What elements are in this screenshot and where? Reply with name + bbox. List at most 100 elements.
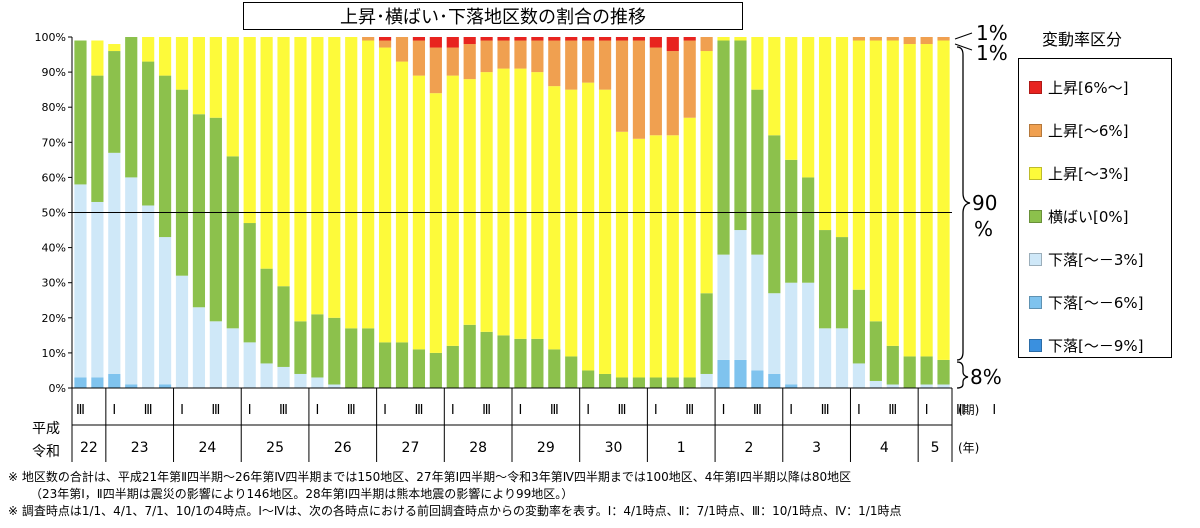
bar-segment bbox=[700, 293, 713, 374]
legend-label: 下落[〜－6%] bbox=[1048, 294, 1144, 312]
legend-label: 上昇[6%〜] bbox=[1048, 79, 1129, 97]
bar-segment bbox=[531, 40, 544, 73]
note-1: ※ 地区数の合計は、平成21年第Ⅱ四半期～26年第Ⅳ四半期までは150地区、27… bbox=[8, 470, 852, 484]
bracket-label-90-unit: % bbox=[974, 217, 993, 241]
bar-segment bbox=[260, 268, 273, 364]
bar-segment bbox=[294, 373, 307, 388]
bar-segment bbox=[158, 237, 172, 385]
bar-segment bbox=[412, 40, 426, 76]
quarter-label: Ⅰ bbox=[722, 403, 726, 418]
bar-segment bbox=[311, 377, 324, 388]
bar-segment bbox=[226, 37, 239, 157]
bar-segment bbox=[480, 37, 493, 41]
era-label-reiwa: 令和 bbox=[32, 444, 60, 460]
bar-segment bbox=[175, 37, 189, 90]
y-tick-label: 90% bbox=[42, 66, 66, 79]
bar-segment bbox=[717, 359, 730, 388]
legend-item: 下落[〜－6%] bbox=[1029, 292, 1144, 313]
bar-segment bbox=[785, 282, 798, 385]
bar-segment bbox=[835, 37, 849, 238]
bar-segment bbox=[362, 37, 375, 41]
bar-segment bbox=[768, 373, 781, 388]
bar-segment bbox=[869, 40, 882, 322]
quarter-label: Ⅰ bbox=[857, 403, 861, 418]
bar-segment bbox=[497, 37, 510, 41]
year-label: 23 bbox=[131, 440, 149, 456]
quarter-label: Ⅲ bbox=[144, 403, 153, 418]
quarter-label: Ⅰ bbox=[248, 403, 252, 418]
bar-segment bbox=[108, 44, 121, 52]
legend-label: 横ばい[0%] bbox=[1048, 208, 1129, 226]
quarter-label: Ⅰ bbox=[519, 403, 523, 418]
bar-segment bbox=[632, 377, 646, 388]
bar-segment bbox=[734, 230, 747, 360]
bar-segment bbox=[683, 40, 696, 118]
quarter-label: Ⅲ bbox=[550, 403, 559, 418]
bar-segment bbox=[514, 40, 527, 69]
bar-segment bbox=[886, 384, 899, 388]
bar-segment bbox=[886, 345, 899, 385]
bar-segment bbox=[937, 40, 950, 360]
bar-segment bbox=[548, 37, 561, 41]
bar-segment bbox=[903, 44, 916, 357]
bar-segment bbox=[615, 37, 629, 41]
bar-segment bbox=[429, 352, 442, 388]
bar-segment bbox=[598, 37, 612, 41]
legend-swatch bbox=[1029, 339, 1042, 352]
bar-segment bbox=[903, 356, 916, 388]
bar-segment bbox=[362, 328, 375, 388]
legend-item: 横ばい[0%] bbox=[1029, 206, 1129, 227]
legend-item: 上昇[〜6%] bbox=[1029, 120, 1129, 141]
year-label: 29 bbox=[537, 440, 555, 456]
bar-segment bbox=[74, 377, 87, 388]
quarter-label: Ⅲ bbox=[347, 403, 356, 418]
year-label: 3 bbox=[812, 440, 821, 456]
bar-segment bbox=[683, 37, 696, 41]
bar-segment bbox=[717, 254, 730, 360]
bar-segment bbox=[615, 377, 629, 388]
bar-segment bbox=[565, 37, 578, 41]
bar-segment bbox=[192, 114, 206, 308]
bar-segment bbox=[818, 230, 832, 329]
bar-segment bbox=[463, 324, 476, 388]
note-2: （23年第Ⅰ，Ⅱ四半期は震災の影響により146地区。28年第Ⅰ四半期は熊本地震の… bbox=[30, 487, 574, 501]
quarter-label: Ⅲ bbox=[821, 403, 830, 418]
era-label-heisei: 平成 bbox=[32, 421, 60, 437]
bar-segment bbox=[734, 359, 747, 388]
quarter-label: Ⅲ bbox=[414, 403, 423, 418]
bar-segment bbox=[412, 37, 426, 41]
bar-segment bbox=[886, 37, 899, 41]
bar-segment bbox=[209, 37, 222, 118]
year-label: 27 bbox=[402, 440, 420, 456]
bar-segment bbox=[751, 254, 764, 371]
bar-segment bbox=[531, 37, 544, 41]
bar-segment bbox=[311, 37, 324, 315]
bar-segment bbox=[768, 37, 781, 136]
bar-segment bbox=[226, 328, 239, 388]
bar-segment bbox=[463, 37, 476, 45]
bar-segment bbox=[666, 377, 679, 388]
bar-segment bbox=[785, 37, 798, 160]
bar-segment bbox=[480, 331, 493, 388]
bar-segment bbox=[294, 321, 307, 374]
bar-segment bbox=[548, 40, 561, 87]
bar-segment bbox=[717, 37, 730, 41]
bar-segment bbox=[91, 40, 104, 76]
bar-segment bbox=[565, 40, 578, 90]
bar-segment bbox=[260, 37, 273, 269]
bar-segment bbox=[734, 37, 747, 41]
bar-segment bbox=[920, 356, 933, 385]
bar-segment bbox=[937, 359, 950, 385]
year-label: 22 bbox=[80, 440, 98, 456]
quarter-label: Ⅲ bbox=[279, 403, 288, 418]
quarter-label: Ⅲ bbox=[211, 403, 220, 418]
bracket-90 bbox=[956, 46, 971, 361]
bar-segment bbox=[852, 40, 866, 290]
quarter-label: Ⅰ bbox=[789, 403, 793, 418]
bar-segment bbox=[192, 37, 206, 115]
bar-segment bbox=[734, 40, 747, 231]
chart-area: 0%10%20%30%40%50%60%70%80%90%100%22 23 24 2… bbox=[32, 21, 1008, 462]
y-tick-label: 80% bbox=[42, 101, 66, 114]
legend-label: 下落[〜－3%] bbox=[1048, 251, 1144, 269]
y-tick-label: 60% bbox=[42, 171, 66, 184]
